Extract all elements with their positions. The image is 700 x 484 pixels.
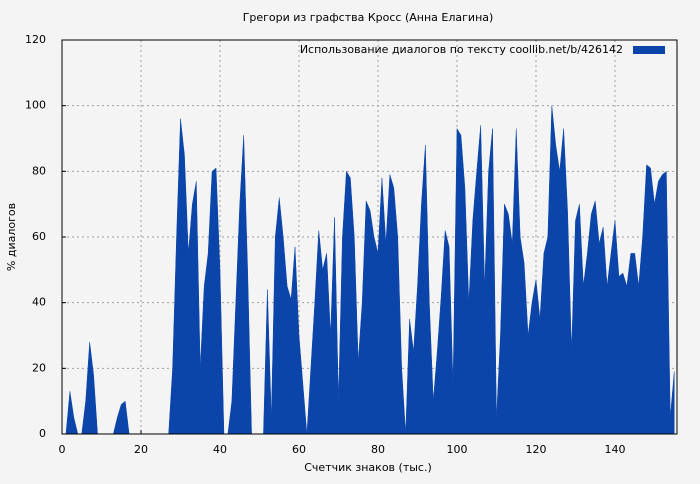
x-tick-label: 0 [59, 443, 66, 456]
y-tick-label: 60 [32, 230, 46, 243]
y-tick-label: 100 [25, 99, 46, 112]
x-tick-label: 140 [604, 443, 625, 456]
x-tick-label: 40 [213, 443, 227, 456]
y-tick-label: 0 [39, 427, 46, 440]
y-axis-label: % диалогов [5, 203, 18, 271]
x-tick-label: 20 [134, 443, 148, 456]
plot-frame [61, 39, 678, 435]
x-tick-label: 120 [525, 443, 546, 456]
y-tick-label: 40 [32, 296, 46, 309]
x-tick-label: 100 [446, 443, 467, 456]
x-axis-label: Счетчик знаков (тыс.) [304, 461, 432, 474]
y-tick-label: 120 [25, 33, 46, 46]
x-tick-label: 60 [292, 443, 306, 456]
y-tick-label: 20 [32, 361, 46, 374]
legend-swatch [633, 46, 665, 54]
x-tick-label: 80 [371, 443, 385, 456]
chart-title: Грегори из графства Кросс (Анна Елагина) [243, 11, 494, 24]
legend-label: Использование диалогов по тексту coollib… [300, 43, 623, 56]
y-tick-label: 80 [32, 164, 46, 177]
